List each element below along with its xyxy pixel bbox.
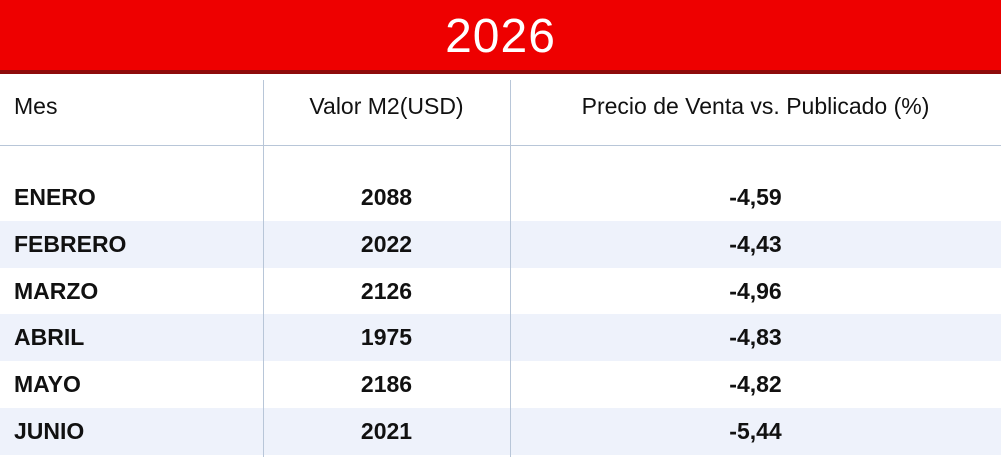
table-cell: 2022 xyxy=(360,230,413,257)
table-cell: -4,82 xyxy=(729,371,782,398)
header-cell: Valor M2(USD) xyxy=(309,93,464,119)
table-cell: -4,43 xyxy=(729,230,782,257)
header-cell: Precio de Venta vs. Publicado (%) xyxy=(581,93,930,119)
table-cell: 2021 xyxy=(360,418,413,444)
header-divider xyxy=(0,145,1001,146)
table-row: ABRIL 1975 -4,83 xyxy=(0,314,1001,362)
table-row: MARZO 2126 -4,96 xyxy=(0,268,1001,315)
table-cell: MARZO xyxy=(14,277,99,304)
column-divider xyxy=(510,80,511,457)
table-cell: 2088 xyxy=(360,184,413,210)
table-cell: -4,83 xyxy=(729,324,782,351)
table-cell: ENERO xyxy=(14,184,96,210)
table-cell: -5,44 xyxy=(729,418,782,444)
title-banner xyxy=(0,0,1001,74)
table-row: ENERO 2088 -4,59 xyxy=(0,174,1001,221)
table-cell: 2186 xyxy=(360,371,413,398)
title: 2026 xyxy=(445,10,556,63)
table-cell: 1975 xyxy=(360,324,413,351)
table-cell: FEBRERO xyxy=(14,230,127,257)
table-row: FEBRERO 2022 -4,43 xyxy=(0,220,1001,268)
table-cell: 2126 xyxy=(360,277,413,304)
column-divider xyxy=(263,80,264,457)
table-row: MAYO 2186 -4,82 xyxy=(0,361,1001,408)
table-cell: -4,59 xyxy=(729,184,782,210)
table-cell: ABRIL xyxy=(14,324,85,351)
table-cell: MAYO xyxy=(14,371,81,398)
table-cell: -4,96 xyxy=(729,277,782,304)
table-row: JUNIO 2021 -5,44 xyxy=(0,408,1001,455)
table-cell: JUNIO xyxy=(14,418,85,444)
header-cell: Mes xyxy=(14,93,58,119)
